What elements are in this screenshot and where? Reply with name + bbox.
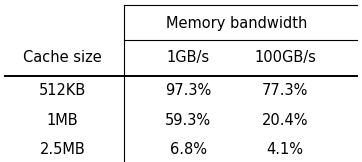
Text: 77.3%: 77.3% [262,83,308,98]
Text: 100GB/s: 100GB/s [254,50,316,65]
Text: Memory bandwidth: Memory bandwidth [166,16,307,31]
Text: 4.1%: 4.1% [267,142,304,157]
Text: 59.3%: 59.3% [165,113,211,128]
Text: 20.4%: 20.4% [262,113,308,128]
Text: 1MB: 1MB [47,113,78,128]
Text: Cache size: Cache size [23,50,102,65]
Text: 6.8%: 6.8% [170,142,207,157]
Text: 1GB/s: 1GB/s [167,50,210,65]
Text: 2.5MB: 2.5MB [39,142,85,157]
Text: 512KB: 512KB [39,83,86,98]
Text: 97.3%: 97.3% [165,83,211,98]
